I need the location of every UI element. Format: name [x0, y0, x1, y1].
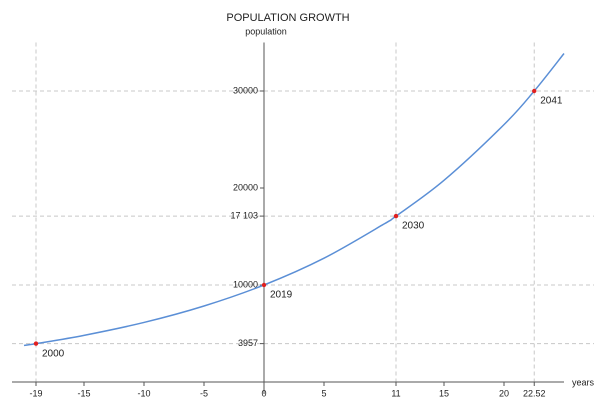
x-tick-label: 0	[261, 388, 266, 398]
data-point	[393, 213, 399, 219]
y-axis-label: population	[245, 26, 287, 36]
point-label: 2041	[540, 96, 563, 107]
data-point	[532, 88, 537, 94]
x-axis-label: years	[572, 377, 595, 387]
x-tick-label: -19	[29, 388, 42, 398]
x-tick-label: -5	[200, 388, 208, 398]
point-label: 2030	[402, 221, 425, 232]
data-point	[261, 282, 267, 288]
x-tick-label: 11	[391, 388, 400, 398]
y-tick-label: 30000	[233, 85, 258, 95]
x-tick-label: -15	[77, 388, 90, 398]
chart-title: POPULATION GROWTH	[226, 12, 349, 24]
y-tick-label: 10000	[233, 279, 258, 289]
point-label: 2000	[42, 348, 65, 359]
x-tick-label: 5	[321, 388, 326, 398]
x-tick-label: 15	[439, 388, 449, 398]
y-tick-label: 17 103	[230, 210, 258, 220]
point-label: 2019	[270, 290, 293, 301]
y-tick-label: 3957	[238, 338, 258, 348]
population-curve	[23, 53, 565, 347]
y-tick-label: 20000	[233, 182, 258, 192]
x-tick-label: 22.52	[523, 388, 546, 398]
data-point	[33, 341, 39, 346]
x-tick-label: 20	[499, 388, 509, 398]
x-tick-label: -10	[137, 388, 150, 398]
